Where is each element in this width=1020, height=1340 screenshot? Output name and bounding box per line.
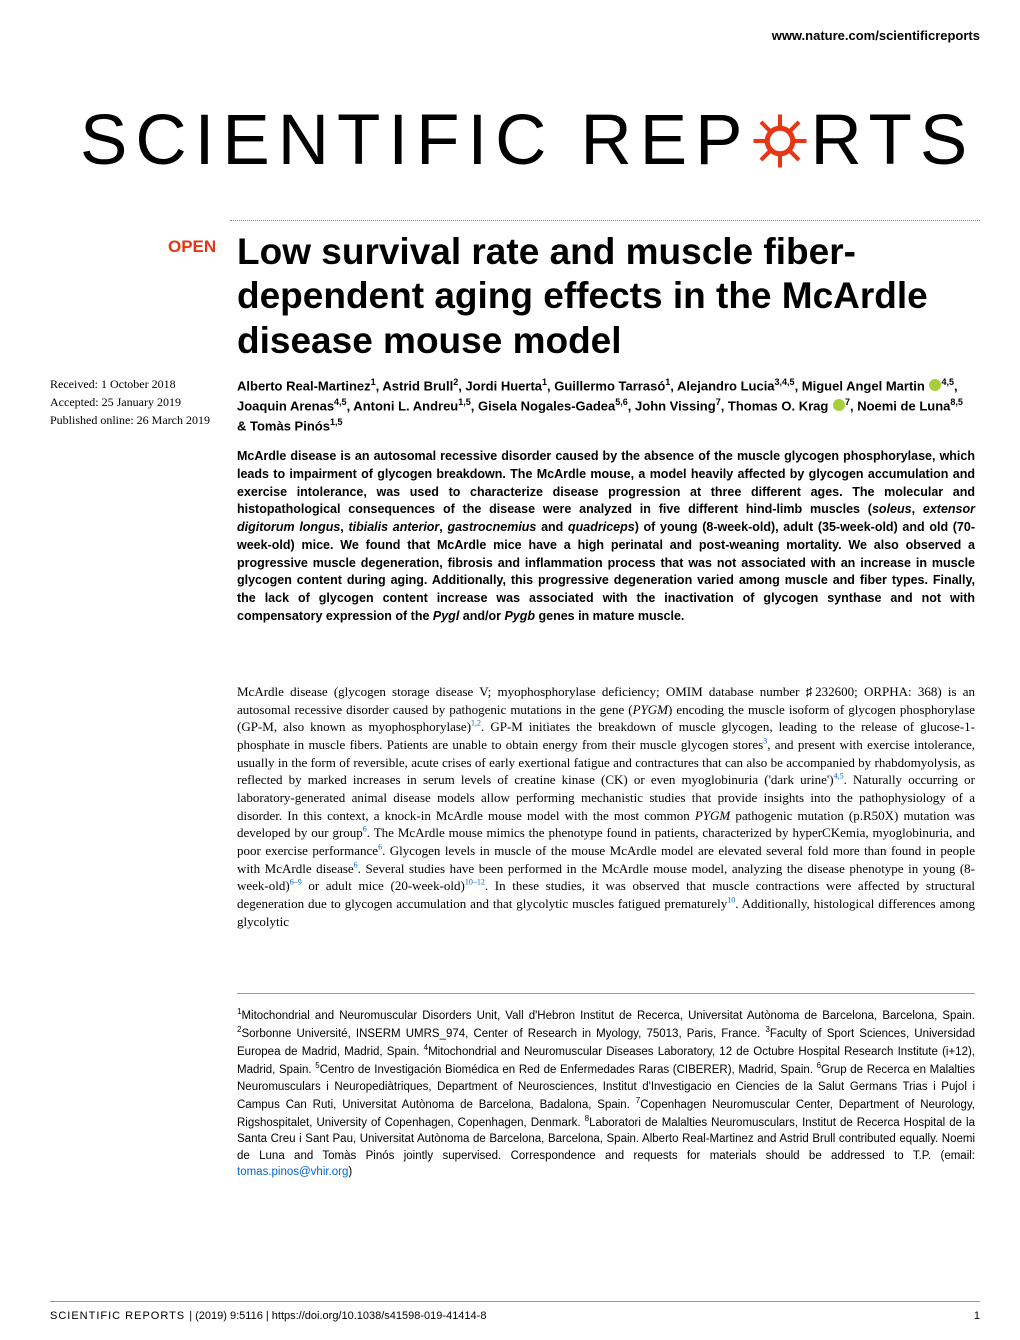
footer-citation: SCIENTIFIC REPORTS | (2019) 9:5116 | htt… <box>50 1310 486 1322</box>
date-received: Received: 1 October 2018 <box>50 375 225 393</box>
logo-rep: REP <box>580 100 750 181</box>
author-list: Alberto Real-Martinez1, Astrid Brull2, J… <box>237 376 975 435</box>
url-bar: www.nature.com/scientificreports <box>772 28 980 43</box>
logo-left: SCIENTIFIC <box>80 100 554 181</box>
divider-dotted <box>230 220 980 221</box>
date-accepted: Accepted: 25 January 2019 <box>50 393 225 411</box>
gear-icon <box>746 107 814 175</box>
page-number: 1 <box>974 1310 980 1322</box>
journal-logo: SCIENTIFIC REP RTS <box>80 100 980 181</box>
affiliations: 1Mitochondrial and Neuromuscular Disorde… <box>237 993 975 1180</box>
date-published: Published online: 26 March 2019 <box>50 411 225 429</box>
article-title: Low survival rate and muscle fiber-depen… <box>237 230 975 363</box>
body-text: McArdle disease (glycogen storage diseas… <box>237 683 975 930</box>
publication-dates: Received: 1 October 2018 Accepted: 25 Ja… <box>50 375 225 429</box>
open-access-badge: OPEN <box>168 237 216 257</box>
logo-right: RTS <box>810 100 975 181</box>
page-footer: SCIENTIFIC REPORTS | (2019) 9:5116 | htt… <box>50 1301 980 1322</box>
abstract: McArdle disease is an autosomal recessiv… <box>237 448 975 626</box>
